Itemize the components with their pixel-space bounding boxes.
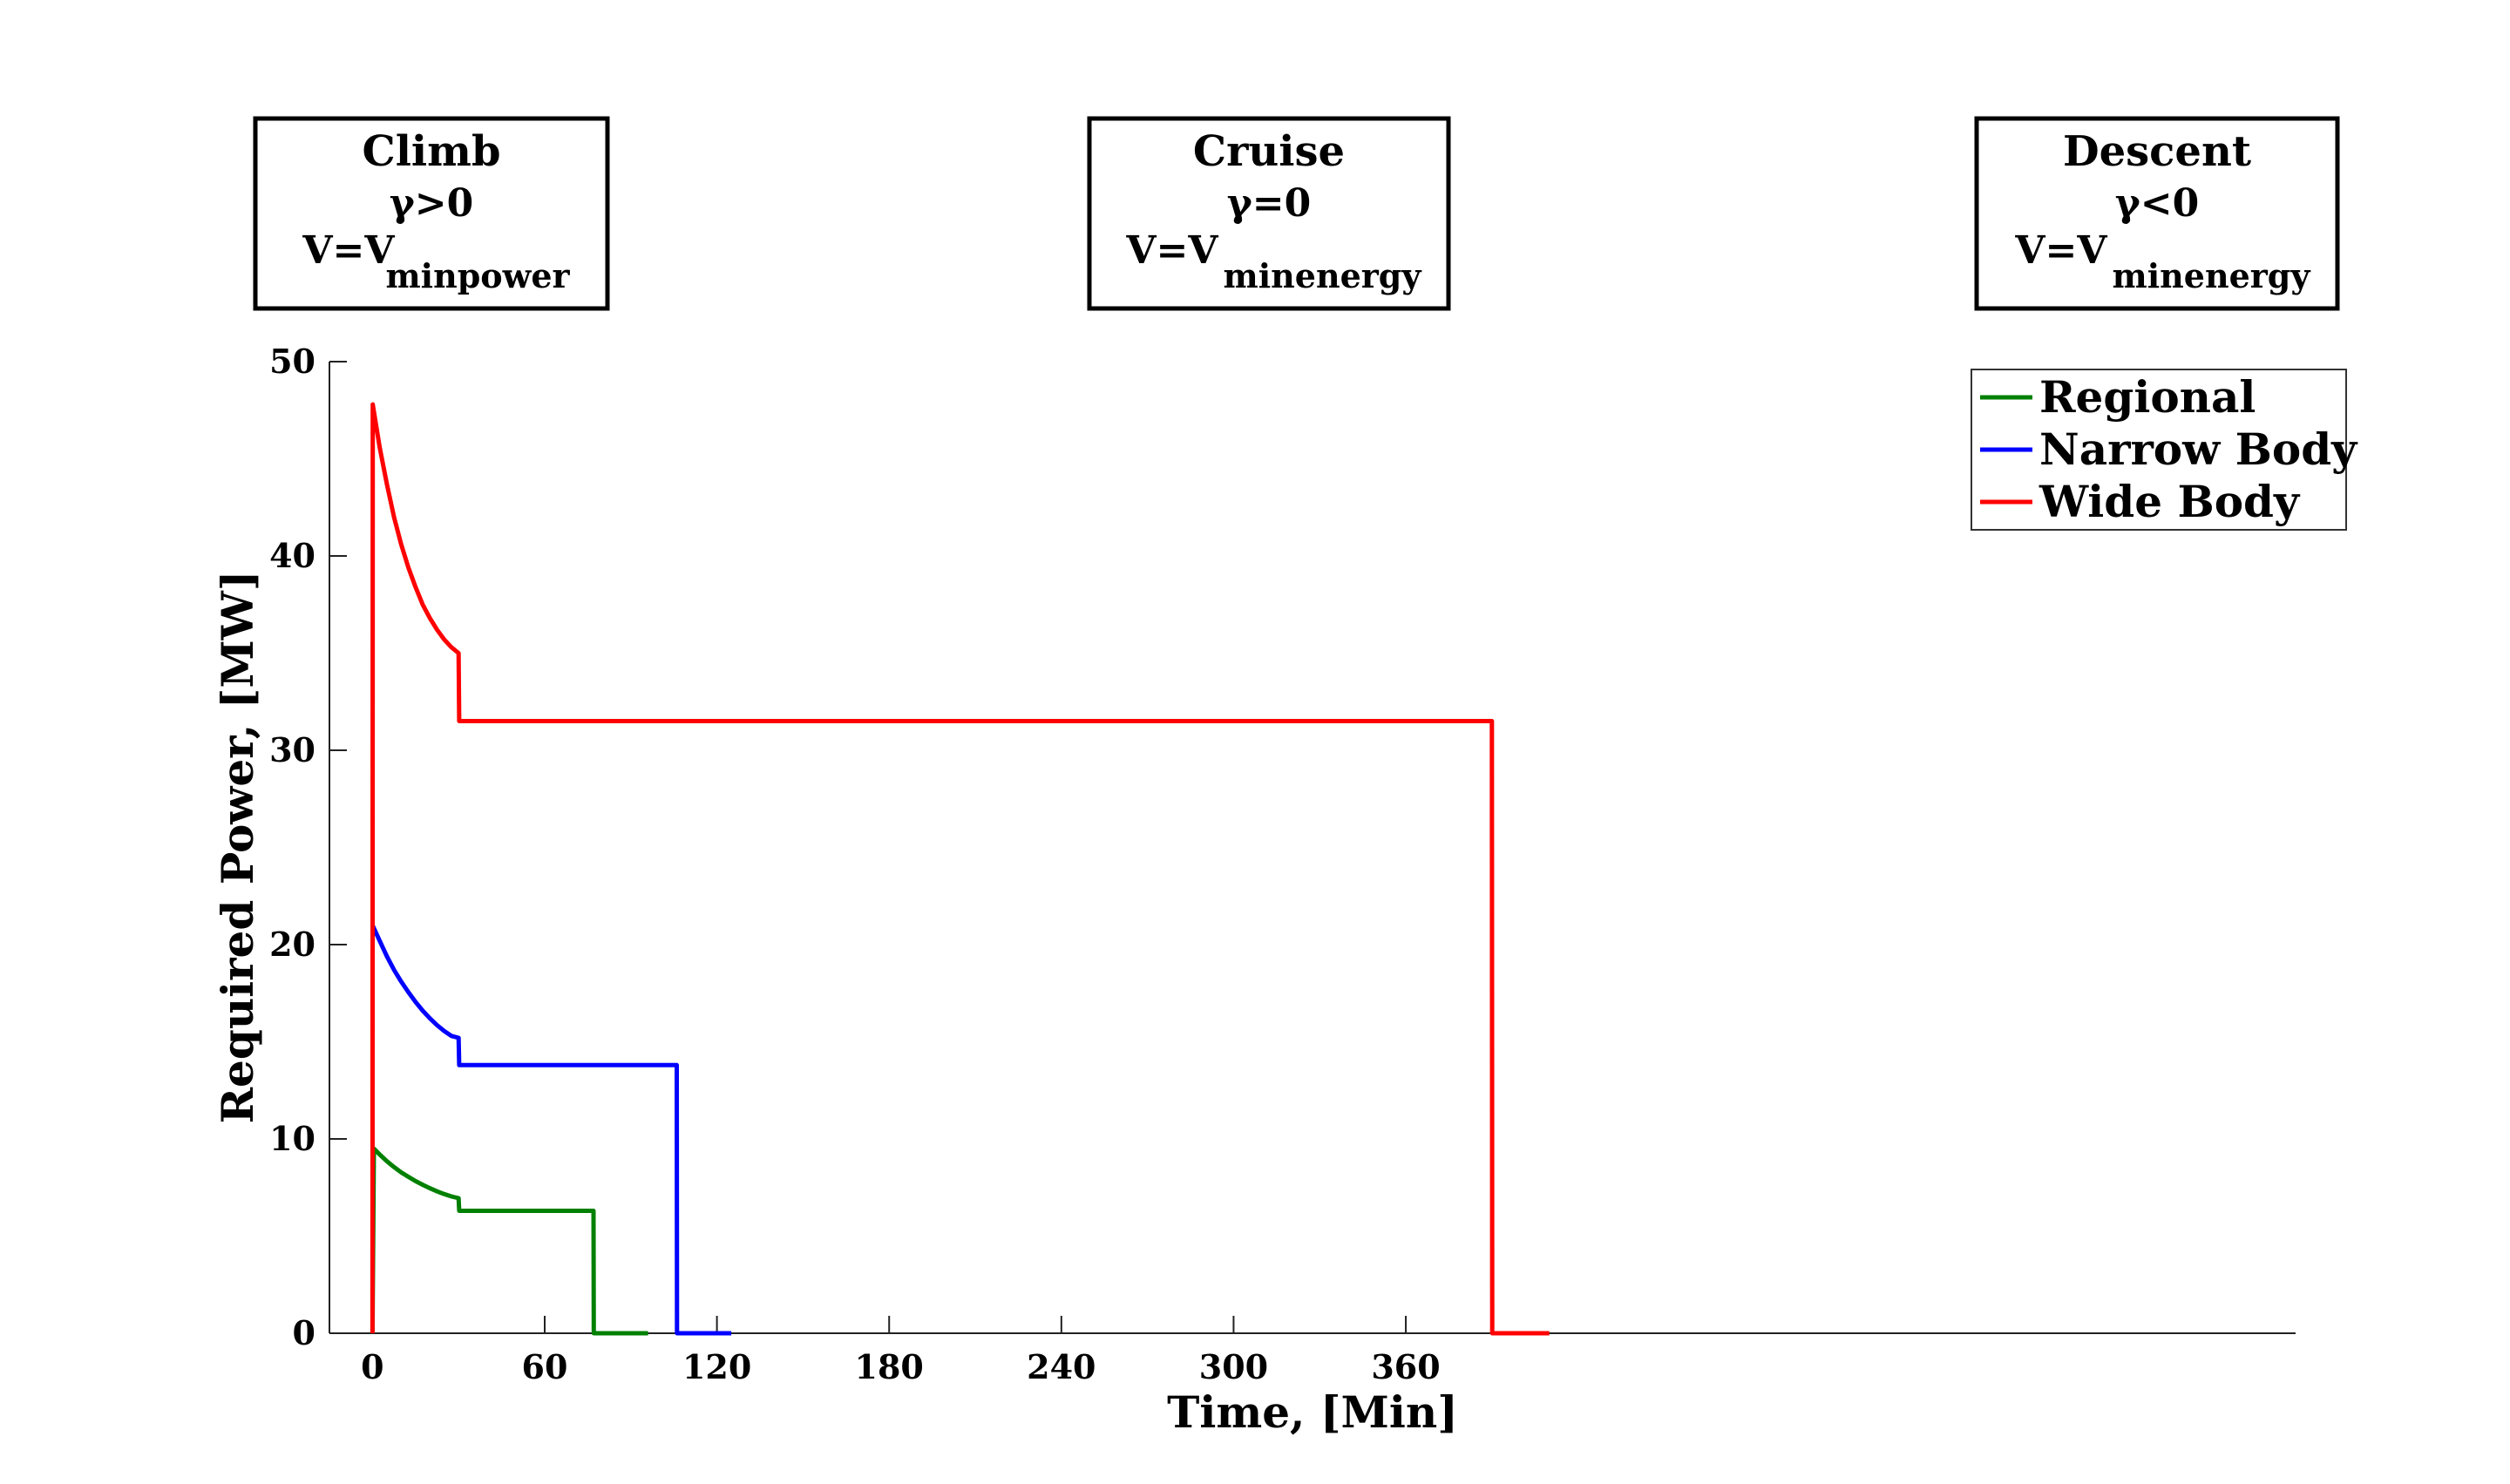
phase-velocity: V=V [2014,228,2107,273]
series-line-wide-body [370,402,1550,1336]
phase-title: Climb [362,127,500,176]
x-axis-label: Time, [Min] [1167,1386,1458,1438]
y-tick-label: 50 [269,342,315,381]
phase-velocity-subscript: minpower [385,256,570,295]
phase-box-cruise: Cruise γ=0 V=V minenergy [1087,116,1451,311]
y-tick-label: 20 [269,925,315,964]
legend-label: Wide Body [2039,476,2301,527]
legend-label: Regional [2039,371,2256,423]
y-tick-label: 30 [269,730,315,769]
x-tick-label: 0 [361,1347,383,1386]
phase-velocity: V=V [1125,228,1218,273]
y-tick-label: 40 [269,536,315,575]
legend-label: Narrow Body [2039,424,2358,475]
phase-velocity-subscript: minenergy [2113,256,2311,295]
phase-gamma: γ=0 [1227,181,1312,226]
x-tick-label: 300 [1199,1347,1268,1386]
phase-box-climb: Climb γ>0 V=V minpower [253,116,610,311]
phase-gamma: γ>0 [390,181,474,226]
phase-velocity-subscript: minenergy [1224,256,1422,295]
phase-box-descent: Descent γ<0 V=V minenergy [1974,116,2340,311]
x-tick-label: 180 [855,1347,924,1386]
x-tick-label: 240 [1027,1347,1096,1386]
phase-gamma: γ<0 [2115,181,2200,226]
x-tick-label: 360 [1371,1347,1440,1386]
y-tick-label: 10 [269,1119,315,1158]
y-tick-label: 0 [293,1313,315,1352]
x-tick-label: 120 [682,1347,751,1386]
y-axis-label: Required Power, [MW] [212,571,263,1124]
series-line-narrow-body [370,924,732,1336]
x-tick-label: 60 [522,1347,568,1386]
phase-title: Cruise [1193,127,1345,176]
phase-velocity: V=V [302,228,395,273]
series-line-regional [370,1146,648,1336]
phase-title: Descent [2063,127,2251,176]
